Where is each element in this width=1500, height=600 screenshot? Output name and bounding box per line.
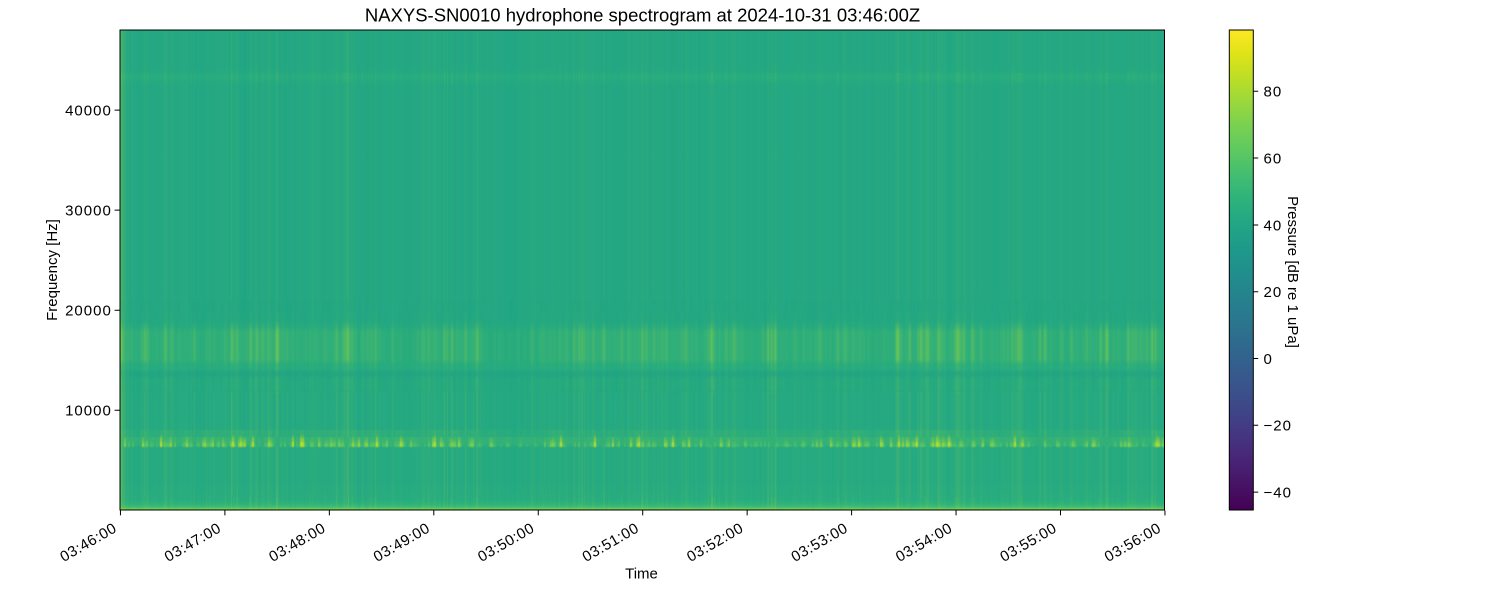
svg-text:40: 40: [1264, 217, 1283, 234]
svg-text:−20: −20: [1264, 418, 1292, 435]
svg-text:−40: −40: [1264, 485, 1292, 502]
svg-text:Pressure [dB re 1 uPa]: Pressure [dB re 1 uPa]: [1284, 196, 1301, 348]
svg-text:80: 80: [1264, 84, 1283, 101]
svg-text:40000: 40000: [65, 103, 112, 120]
svg-text:30000: 30000: [65, 203, 112, 220]
svg-text:NAXYS-SN0010 hydrophone spectr: NAXYS-SN0010 hydrophone spectrogram at 2…: [365, 5, 920, 26]
svg-text:0: 0: [1264, 351, 1273, 368]
svg-text:20000: 20000: [65, 303, 112, 320]
svg-text:Frequency [Hz]: Frequency [Hz]: [44, 219, 61, 321]
svg-text:10000: 10000: [65, 403, 112, 420]
svg-text:60: 60: [1264, 150, 1283, 167]
svg-text:20: 20: [1264, 284, 1283, 301]
svg-text:Time: Time: [625, 566, 658, 583]
